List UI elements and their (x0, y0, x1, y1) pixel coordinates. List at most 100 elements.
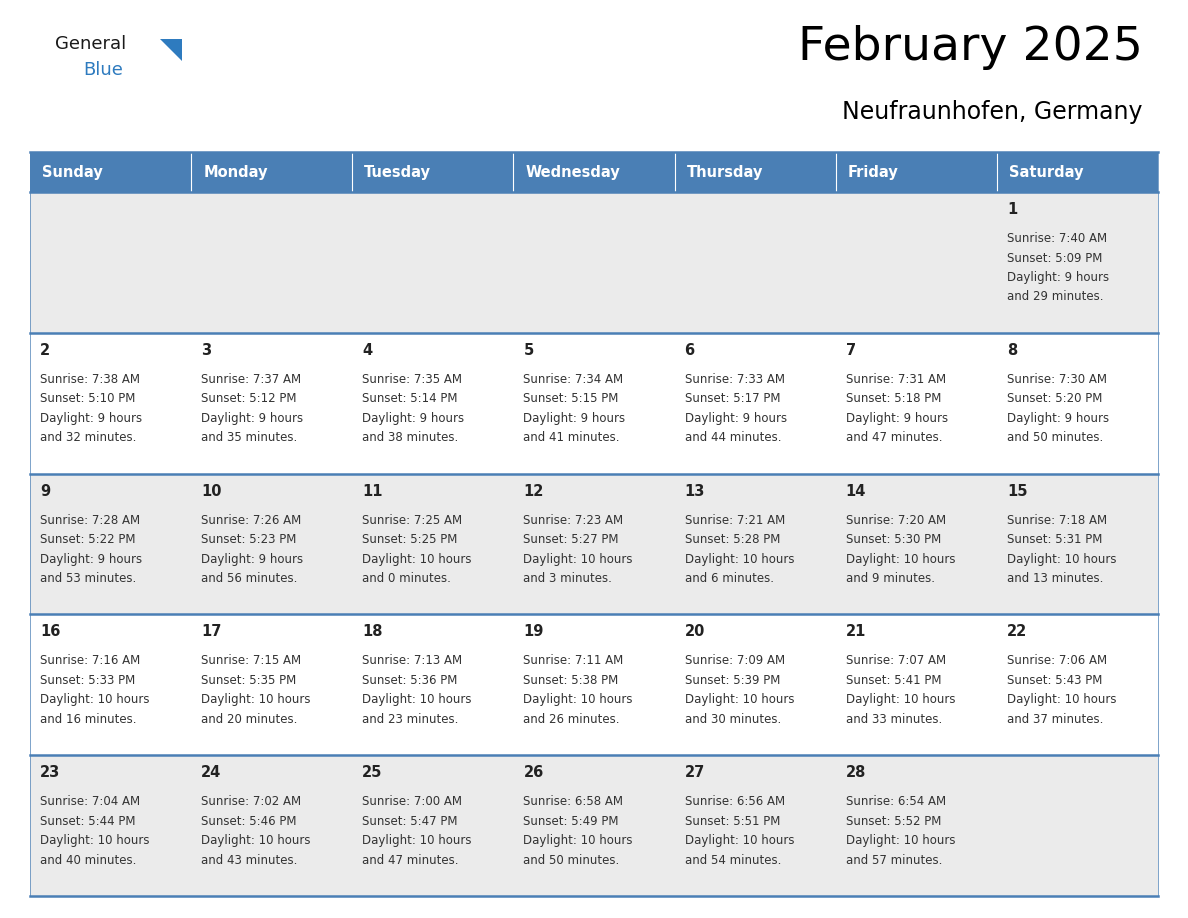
Text: 22: 22 (1007, 624, 1028, 640)
Text: and 26 minutes.: and 26 minutes. (524, 713, 620, 726)
Text: 25: 25 (362, 766, 383, 780)
Bar (30, 614, 1158, 756)
Text: Monday: Monday (203, 164, 267, 180)
Text: Sunrise: 6:56 AM: Sunrise: 6:56 AM (684, 795, 785, 808)
Text: Daylight: 9 hours: Daylight: 9 hours (1007, 271, 1108, 284)
Bar (30, 192, 1158, 333)
Text: and 38 minutes.: and 38 minutes. (362, 431, 459, 444)
Text: Sunrise: 7:30 AM: Sunrise: 7:30 AM (1007, 373, 1107, 386)
Text: Daylight: 9 hours: Daylight: 9 hours (201, 553, 303, 565)
Bar (835, 152, 997, 192)
Text: Sunset: 5:25 PM: Sunset: 5:25 PM (362, 533, 457, 546)
Text: Sunrise: 7:23 AM: Sunrise: 7:23 AM (524, 513, 624, 527)
Text: Daylight: 10 hours: Daylight: 10 hours (684, 553, 794, 565)
Text: and 35 minutes.: and 35 minutes. (201, 431, 297, 444)
Text: Daylight: 10 hours: Daylight: 10 hours (40, 834, 150, 847)
Text: Sunrise: 7:38 AM: Sunrise: 7:38 AM (40, 373, 140, 386)
Text: February 2025: February 2025 (798, 25, 1143, 70)
Text: Daylight: 10 hours: Daylight: 10 hours (362, 834, 472, 847)
Text: and 6 minutes.: and 6 minutes. (684, 572, 773, 585)
Text: Sunset: 5:20 PM: Sunset: 5:20 PM (1007, 392, 1102, 406)
Text: Sunrise: 6:54 AM: Sunrise: 6:54 AM (846, 795, 946, 808)
Text: Sunset: 5:15 PM: Sunset: 5:15 PM (524, 392, 619, 406)
Text: Blue: Blue (83, 61, 122, 79)
Text: Sunset: 5:28 PM: Sunset: 5:28 PM (684, 533, 781, 546)
Text: Sunset: 5:27 PM: Sunset: 5:27 PM (524, 533, 619, 546)
Text: 9: 9 (40, 484, 50, 498)
Text: and 44 minutes.: and 44 minutes. (684, 431, 781, 444)
Bar (997, 152, 1158, 192)
Text: Saturday: Saturday (1009, 164, 1083, 180)
Bar (30, 756, 1158, 896)
Text: 24: 24 (201, 766, 221, 780)
Text: Sunrise: 7:40 AM: Sunrise: 7:40 AM (1007, 232, 1107, 245)
Text: Sunrise: 7:31 AM: Sunrise: 7:31 AM (846, 373, 946, 386)
Text: 15: 15 (1007, 484, 1028, 498)
Text: and 13 minutes.: and 13 minutes. (1007, 572, 1104, 585)
Text: Sunrise: 7:18 AM: Sunrise: 7:18 AM (1007, 513, 1107, 527)
Text: Daylight: 10 hours: Daylight: 10 hours (40, 693, 150, 706)
Text: Sunrise: 7:07 AM: Sunrise: 7:07 AM (846, 655, 946, 667)
Text: Sunset: 5:38 PM: Sunset: 5:38 PM (524, 674, 619, 687)
Text: Daylight: 10 hours: Daylight: 10 hours (524, 553, 633, 565)
Text: Sunrise: 6:58 AM: Sunrise: 6:58 AM (524, 795, 624, 808)
Text: and 41 minutes.: and 41 minutes. (524, 431, 620, 444)
Text: Sunset: 5:17 PM: Sunset: 5:17 PM (684, 392, 781, 406)
Bar (30, 152, 191, 192)
Text: Sunrise: 7:35 AM: Sunrise: 7:35 AM (362, 373, 462, 386)
Text: 7: 7 (846, 342, 855, 358)
Text: Daylight: 10 hours: Daylight: 10 hours (201, 834, 310, 847)
Text: 16: 16 (40, 624, 61, 640)
Bar (353, 152, 513, 192)
Text: Sunset: 5:12 PM: Sunset: 5:12 PM (201, 392, 297, 406)
Text: and 29 minutes.: and 29 minutes. (1007, 290, 1104, 304)
Text: Sunrise: 7:15 AM: Sunrise: 7:15 AM (201, 655, 302, 667)
Text: 28: 28 (846, 766, 866, 780)
Text: and 40 minutes.: and 40 minutes. (40, 854, 137, 867)
Text: Daylight: 9 hours: Daylight: 9 hours (362, 412, 465, 425)
Text: and 47 minutes.: and 47 minutes. (362, 854, 459, 867)
Text: Neufraunhofen, Germany: Neufraunhofen, Germany (842, 100, 1143, 124)
Text: Daylight: 10 hours: Daylight: 10 hours (524, 693, 633, 706)
Text: 3: 3 (201, 342, 211, 358)
Text: 11: 11 (362, 484, 383, 498)
Text: Sunrise: 7:37 AM: Sunrise: 7:37 AM (201, 373, 302, 386)
Text: Sunset: 5:39 PM: Sunset: 5:39 PM (684, 674, 781, 687)
Bar (675, 152, 835, 192)
Text: Daylight: 10 hours: Daylight: 10 hours (362, 693, 472, 706)
Text: Sunset: 5:30 PM: Sunset: 5:30 PM (846, 533, 941, 546)
Text: Sunset: 5:47 PM: Sunset: 5:47 PM (362, 814, 457, 828)
Text: Sunset: 5:36 PM: Sunset: 5:36 PM (362, 674, 457, 687)
Text: 21: 21 (846, 624, 866, 640)
Text: Sunrise: 7:25 AM: Sunrise: 7:25 AM (362, 513, 462, 527)
Text: 18: 18 (362, 624, 383, 640)
Text: Daylight: 10 hours: Daylight: 10 hours (846, 693, 955, 706)
Bar (191, 152, 353, 192)
Text: Sunset: 5:51 PM: Sunset: 5:51 PM (684, 814, 781, 828)
Text: Daylight: 10 hours: Daylight: 10 hours (1007, 693, 1117, 706)
Text: General: General (55, 35, 126, 53)
Text: 20: 20 (684, 624, 704, 640)
Text: Sunset: 5:10 PM: Sunset: 5:10 PM (40, 392, 135, 406)
Text: and 56 minutes.: and 56 minutes. (201, 572, 297, 585)
Text: Sunset: 5:31 PM: Sunset: 5:31 PM (1007, 533, 1102, 546)
Text: and 16 minutes.: and 16 minutes. (40, 713, 137, 726)
Text: Sunrise: 7:33 AM: Sunrise: 7:33 AM (684, 373, 784, 386)
Text: 12: 12 (524, 484, 544, 498)
Text: and 30 minutes.: and 30 minutes. (684, 713, 781, 726)
Text: Sunset: 5:23 PM: Sunset: 5:23 PM (201, 533, 297, 546)
Text: 4: 4 (362, 342, 372, 358)
Text: Thursday: Thursday (687, 164, 763, 180)
Text: and 43 minutes.: and 43 minutes. (201, 854, 297, 867)
Text: Friday: Friday (848, 164, 898, 180)
Text: Daylight: 9 hours: Daylight: 9 hours (1007, 412, 1108, 425)
Text: Sunrise: 7:02 AM: Sunrise: 7:02 AM (201, 795, 302, 808)
Text: and 50 minutes.: and 50 minutes. (1007, 431, 1104, 444)
Text: Sunrise: 7:28 AM: Sunrise: 7:28 AM (40, 513, 140, 527)
Text: Sunrise: 7:34 AM: Sunrise: 7:34 AM (524, 373, 624, 386)
Bar (30, 333, 1158, 474)
Text: and 37 minutes.: and 37 minutes. (1007, 713, 1104, 726)
Text: Sunrise: 7:20 AM: Sunrise: 7:20 AM (846, 513, 946, 527)
Text: 17: 17 (201, 624, 221, 640)
Text: Daylight: 9 hours: Daylight: 9 hours (40, 553, 143, 565)
